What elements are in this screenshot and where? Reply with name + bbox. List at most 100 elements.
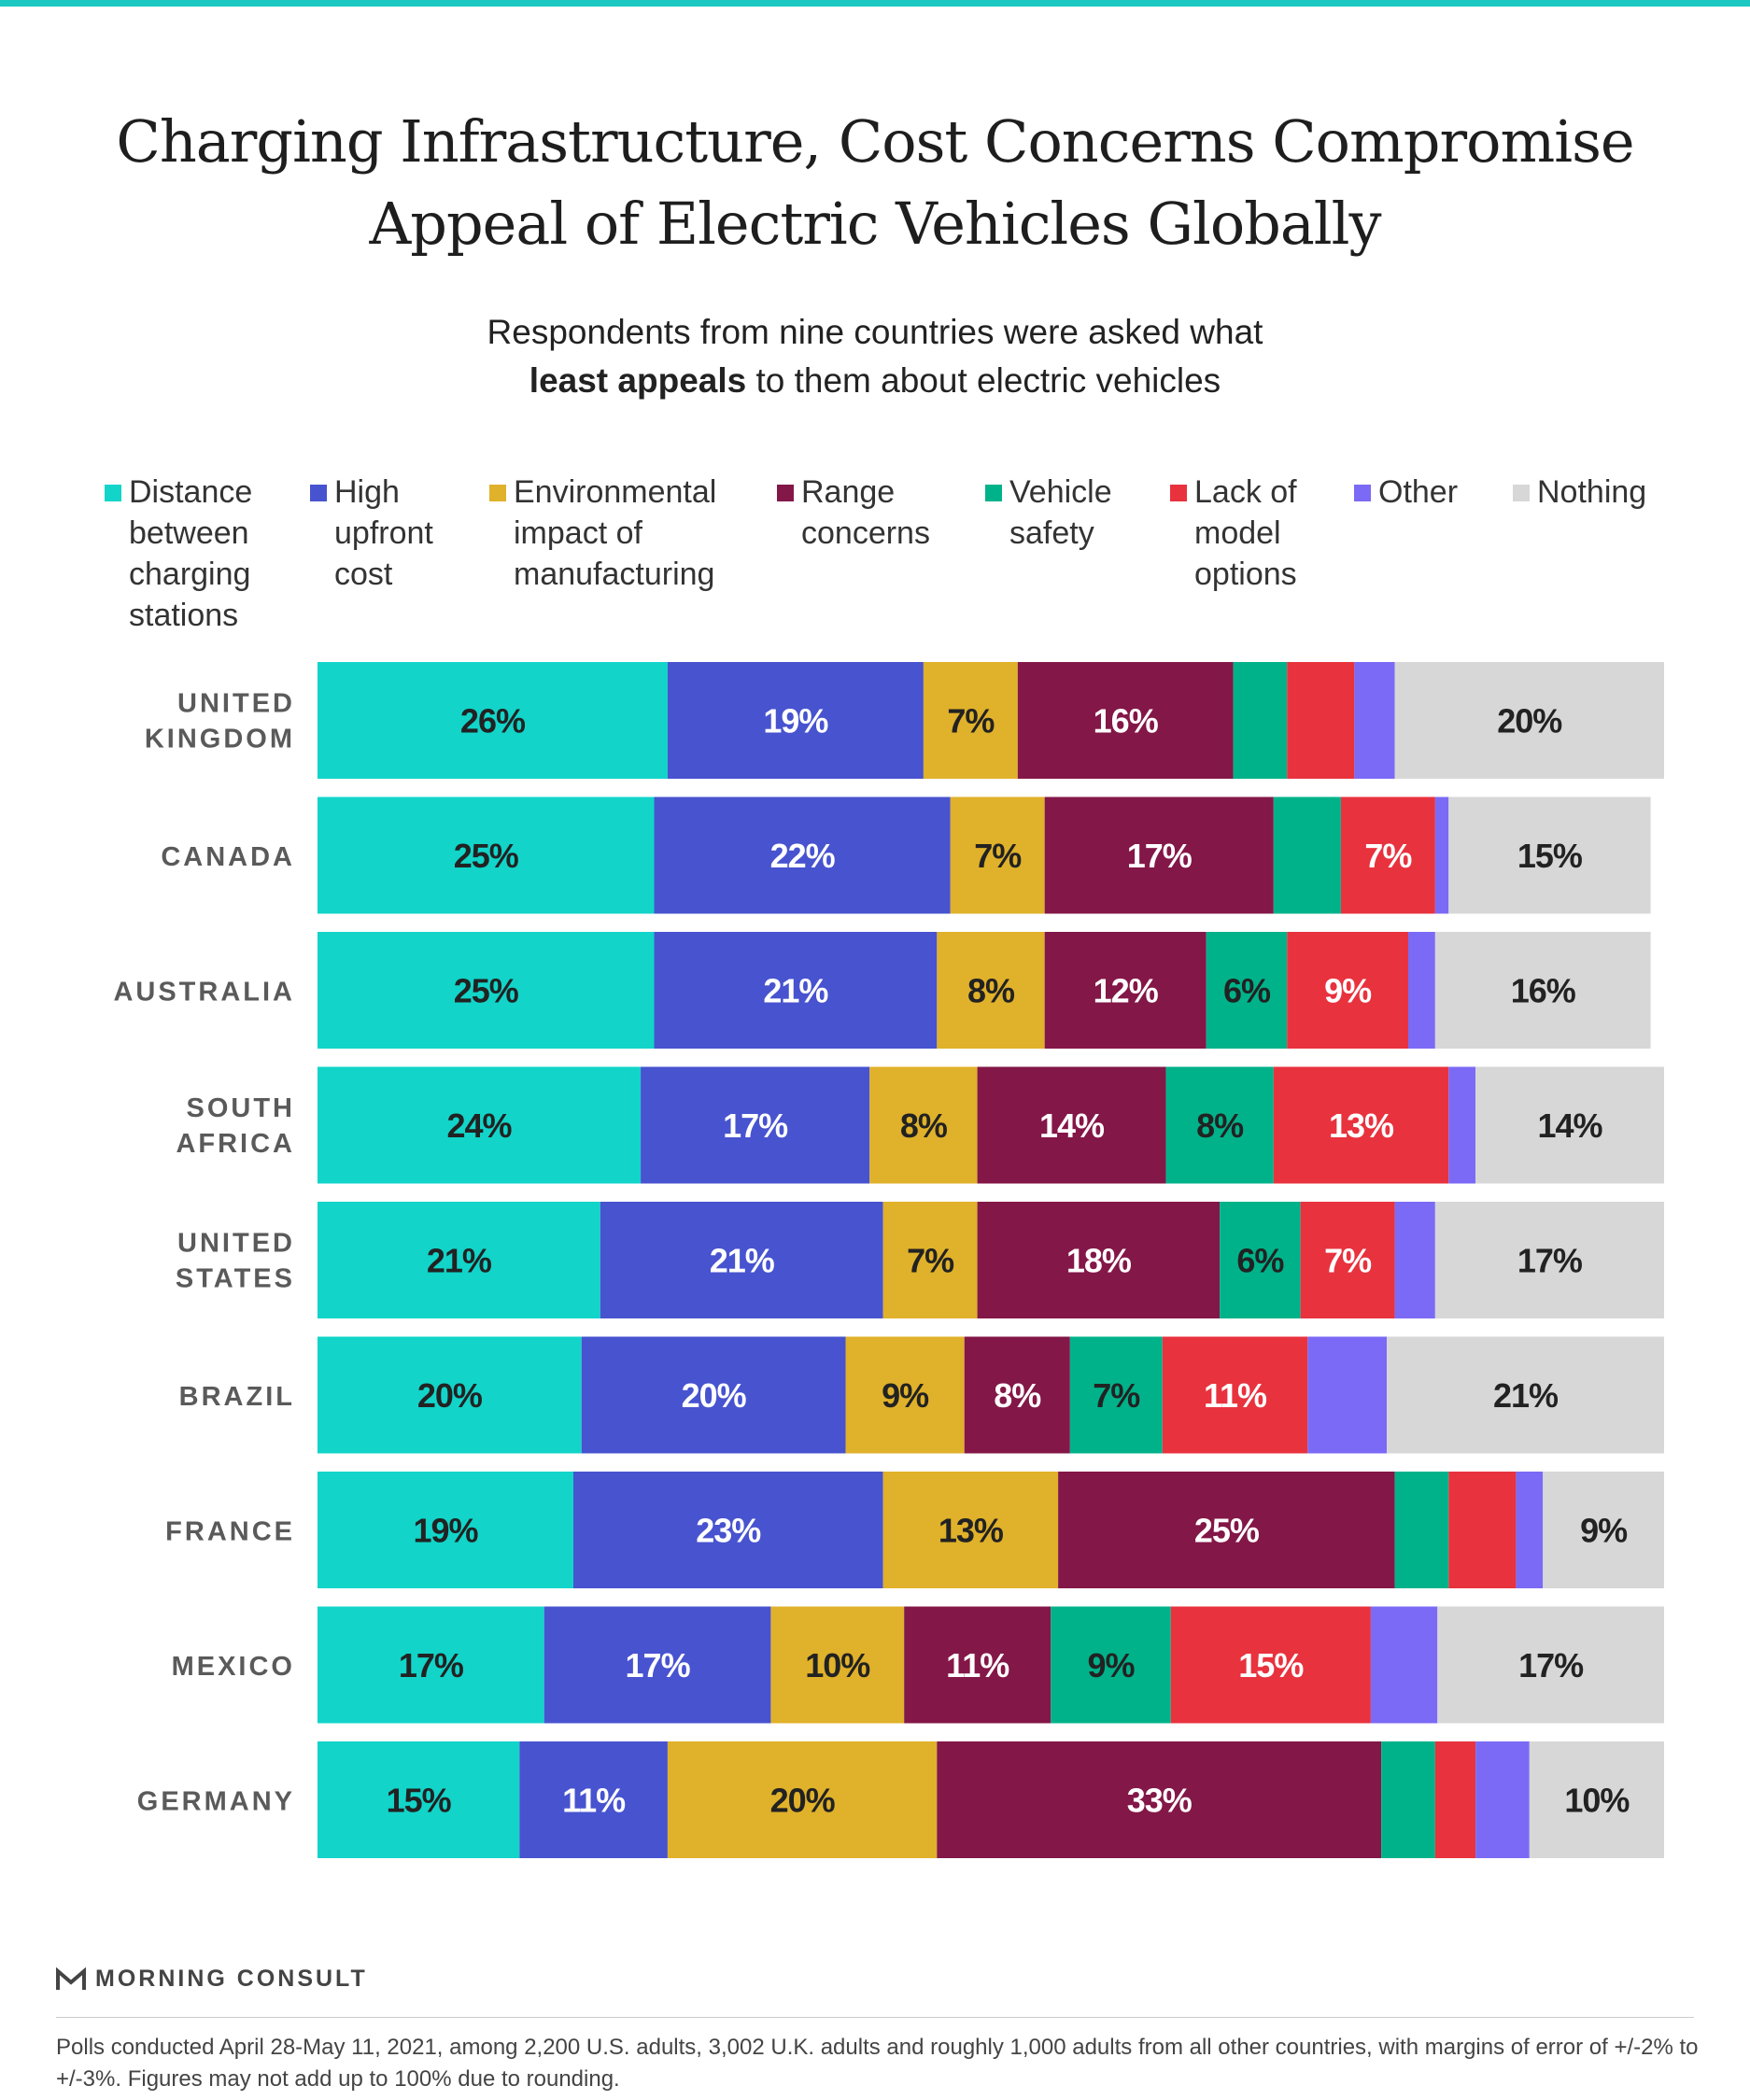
- bar-segment: [1434, 1202, 1664, 1318]
- bar-segment: [1206, 932, 1288, 1049]
- legend-label: Distance between charging stations: [129, 474, 253, 633]
- data-label: 15%: [387, 1782, 452, 1820]
- bar-segment: [318, 1066, 642, 1184]
- data-label: 10%: [1564, 1782, 1630, 1820]
- bar-segment: [1162, 1336, 1308, 1454]
- bar-segment: [1434, 1741, 1476, 1858]
- chart-subtitle: Respondents from nine countries were ask…: [168, 308, 1582, 405]
- bar-segment: [1307, 1336, 1388, 1454]
- data-label: 24%: [447, 1106, 513, 1145]
- data-label: 19%: [413, 1512, 478, 1550]
- bar-segment: [770, 1606, 905, 1724]
- legend-label: High upfront cost: [334, 474, 433, 592]
- legend-label: Nothing: [1537, 474, 1647, 510]
- legend-swatch: [1513, 485, 1530, 501]
- bar-segment: [581, 1336, 846, 1454]
- bar-segment: [654, 796, 951, 914]
- data-label: 9%: [882, 1376, 929, 1415]
- data-label: 11%: [562, 1782, 626, 1820]
- bar-segment: [1165, 1066, 1274, 1184]
- category-label: CANADA: [161, 842, 295, 872]
- bar-segment: [1340, 796, 1435, 914]
- legend-swatch: [1354, 485, 1371, 501]
- data-label: 25%: [1194, 1512, 1260, 1550]
- data-label: 11%: [946, 1646, 1009, 1684]
- data-label: 20%: [682, 1376, 747, 1415]
- data-label: 7%: [907, 1242, 954, 1280]
- bar-segment: [1354, 662, 1395, 779]
- data-label: 20%: [1497, 702, 1562, 740]
- bar-segment: [1448, 1472, 1517, 1588]
- legend-label: Vehicle safety: [1009, 474, 1112, 551]
- bar-segment: [1394, 662, 1664, 779]
- bar-segment: [1529, 1741, 1664, 1858]
- bar-segment: [1387, 1336, 1664, 1454]
- footer-divider: [56, 2017, 1694, 2018]
- legend-swatch: [489, 485, 506, 501]
- data-label: 7%: [1324, 1242, 1372, 1280]
- data-label: 10%: [805, 1646, 870, 1684]
- data-label: 16%: [1094, 702, 1159, 740]
- bar-segment: [318, 662, 668, 779]
- data-label: 21%: [763, 972, 828, 1010]
- data-label: 8%: [900, 1106, 948, 1145]
- data-label: 7%: [974, 837, 1022, 875]
- bar-segment: [318, 1336, 582, 1454]
- category-label: FRANCE: [165, 1517, 295, 1547]
- bar-segment: [937, 932, 1045, 1049]
- data-label: 17%: [399, 1646, 464, 1684]
- bar-segment: [318, 1741, 520, 1858]
- bar-segment: [1475, 1066, 1664, 1184]
- data-label: 17%: [1518, 1646, 1584, 1684]
- footnote: Polls conducted April 28-May 11, 2021, a…: [56, 2035, 1699, 2092]
- bar-segment: [543, 1606, 771, 1724]
- bar-segment: [1370, 1606, 1438, 1724]
- subtitle-emphasis: least appeals: [529, 361, 747, 400]
- data-label: 15%: [1517, 837, 1583, 875]
- subtitle-rest: to them about electric vehicles: [746, 361, 1221, 400]
- data-label: 9%: [1580, 1512, 1628, 1550]
- bar-segment: [1516, 1472, 1544, 1588]
- data-label: 26%: [460, 702, 526, 740]
- data-label: 20%: [417, 1376, 483, 1415]
- bar-segment: [641, 1066, 870, 1184]
- bar-segment: [1434, 796, 1449, 914]
- bar-segment: [1273, 1066, 1449, 1184]
- bar-segment: [882, 1202, 978, 1318]
- category-label: UNITED KINGDOM: [145, 689, 295, 754]
- data-label: 14%: [1538, 1106, 1603, 1145]
- bar-segment: [667, 1741, 938, 1858]
- bar-segment: [1408, 932, 1435, 1049]
- data-label: 21%: [1493, 1376, 1559, 1415]
- data-label: 8%: [967, 972, 1015, 1010]
- data-label: 11%: [1204, 1376, 1267, 1415]
- chart-title: Charging Infrastructure, Cost Concerns C…: [75, 101, 1675, 265]
- bar-segment: [318, 1472, 573, 1588]
- data-label: 6%: [1223, 972, 1271, 1010]
- bar-segment: [937, 1741, 1382, 1858]
- subtitle-line-1: Respondents from nine countries were ask…: [487, 313, 1263, 351]
- bar-segment: [1220, 1202, 1301, 1318]
- data-label: 17%: [626, 1646, 691, 1684]
- bar-segment: [1394, 1472, 1449, 1588]
- category-label: BRAZIL: [179, 1382, 295, 1412]
- bar-segment: [977, 1202, 1221, 1318]
- data-label: 33%: [1127, 1782, 1193, 1820]
- bar-segment: [1300, 1202, 1395, 1318]
- data-label: 9%: [1087, 1646, 1135, 1684]
- bar-segment: [1394, 1202, 1435, 1318]
- bar-segment: [572, 1472, 883, 1588]
- bar-segment: [1069, 1336, 1163, 1454]
- bar-segment: [318, 1202, 600, 1318]
- bar-segment: [1287, 932, 1409, 1049]
- data-label: 13%: [1329, 1106, 1394, 1145]
- data-label: 21%: [710, 1242, 775, 1280]
- legend: Distance between charging stations High …: [0, 472, 1750, 640]
- bar-segment: [519, 1741, 668, 1858]
- data-label: 7%: [1093, 1376, 1140, 1415]
- category-label: UNITED STATES: [176, 1229, 295, 1294]
- data-label: 23%: [696, 1512, 761, 1550]
- bar-segment: [1233, 662, 1288, 779]
- bar-segment: [1475, 1741, 1530, 1858]
